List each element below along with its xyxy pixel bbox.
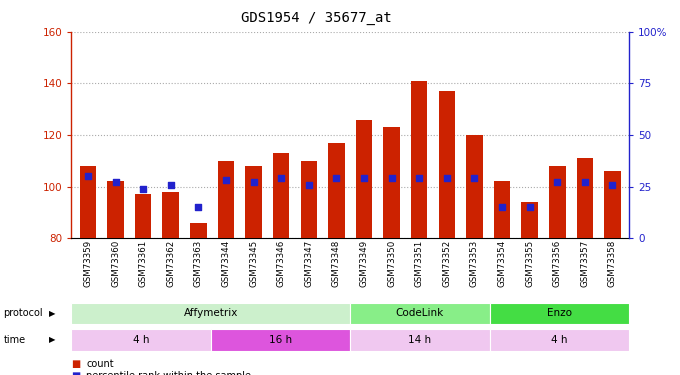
Point bbox=[276, 176, 287, 181]
Text: GSM73350: GSM73350 bbox=[387, 239, 396, 286]
Bar bbox=[356, 120, 372, 238]
Text: GSM73345: GSM73345 bbox=[249, 239, 258, 286]
Text: GSM73361: GSM73361 bbox=[139, 239, 148, 286]
Text: Enzo: Enzo bbox=[547, 309, 572, 318]
Text: GSM73353: GSM73353 bbox=[470, 239, 479, 286]
Text: GSM73351: GSM73351 bbox=[415, 239, 424, 286]
Bar bbox=[211, 329, 350, 351]
Bar bbox=[411, 81, 428, 238]
Bar bbox=[604, 171, 621, 238]
Text: GDS1954 / 35677_at: GDS1954 / 35677_at bbox=[241, 11, 392, 25]
Bar bbox=[439, 91, 455, 238]
Text: ■: ■ bbox=[71, 359, 81, 369]
Text: GSM73348: GSM73348 bbox=[332, 239, 341, 286]
Point bbox=[248, 180, 259, 186]
Point bbox=[441, 176, 452, 181]
Text: 16 h: 16 h bbox=[269, 335, 292, 345]
Point bbox=[469, 176, 480, 181]
Text: 14 h: 14 h bbox=[408, 335, 432, 345]
Bar bbox=[328, 143, 345, 238]
Bar bbox=[350, 303, 490, 324]
Text: CodeLink: CodeLink bbox=[396, 309, 444, 318]
Bar bbox=[135, 194, 152, 238]
Point bbox=[303, 182, 314, 188]
Text: GSM73363: GSM73363 bbox=[194, 239, 203, 286]
Bar bbox=[549, 166, 566, 238]
Text: ▶: ▶ bbox=[49, 309, 56, 318]
Bar bbox=[490, 303, 629, 324]
Text: GSM73352: GSM73352 bbox=[442, 239, 452, 286]
Text: percentile rank within the sample: percentile rank within the sample bbox=[86, 371, 252, 375]
Point bbox=[551, 180, 562, 186]
Point bbox=[607, 182, 618, 188]
Text: protocol: protocol bbox=[3, 309, 43, 318]
Point bbox=[193, 204, 204, 210]
Point bbox=[165, 182, 176, 188]
Text: ■: ■ bbox=[71, 371, 81, 375]
Point bbox=[386, 176, 397, 181]
Text: GSM73358: GSM73358 bbox=[608, 239, 617, 286]
Text: 4 h: 4 h bbox=[551, 335, 568, 345]
Text: GSM73347: GSM73347 bbox=[304, 239, 313, 286]
Text: Affymetrix: Affymetrix bbox=[184, 309, 238, 318]
Bar bbox=[190, 223, 207, 238]
Text: GSM73360: GSM73360 bbox=[111, 239, 120, 286]
Bar bbox=[384, 127, 400, 238]
Bar bbox=[466, 135, 483, 238]
Bar bbox=[163, 192, 179, 238]
Text: GSM73346: GSM73346 bbox=[277, 239, 286, 286]
Point bbox=[220, 177, 231, 183]
Point bbox=[413, 176, 424, 181]
Point bbox=[496, 204, 507, 210]
Point bbox=[524, 204, 535, 210]
Text: count: count bbox=[86, 359, 114, 369]
Bar bbox=[71, 303, 350, 324]
Text: GSM73359: GSM73359 bbox=[84, 239, 92, 286]
Text: GSM73349: GSM73349 bbox=[360, 239, 369, 286]
Point bbox=[110, 180, 121, 186]
Bar bbox=[71, 329, 211, 351]
Text: time: time bbox=[3, 335, 26, 345]
Bar bbox=[80, 166, 97, 238]
Bar bbox=[490, 329, 629, 351]
Text: GSM73355: GSM73355 bbox=[525, 239, 534, 286]
Text: ▶: ▶ bbox=[49, 335, 56, 344]
Bar bbox=[245, 166, 262, 238]
Point bbox=[579, 180, 590, 186]
Bar bbox=[218, 161, 235, 238]
Text: GSM73344: GSM73344 bbox=[222, 239, 231, 286]
Point bbox=[138, 186, 149, 192]
Text: GSM73356: GSM73356 bbox=[553, 239, 562, 286]
Bar bbox=[273, 153, 290, 238]
Bar bbox=[301, 161, 317, 238]
Text: GSM73362: GSM73362 bbox=[167, 239, 175, 286]
Bar bbox=[577, 158, 593, 238]
Text: GSM73357: GSM73357 bbox=[580, 239, 590, 286]
Bar bbox=[107, 182, 124, 238]
Bar bbox=[350, 329, 490, 351]
Text: GSM73354: GSM73354 bbox=[498, 239, 507, 286]
Bar bbox=[522, 202, 538, 238]
Point bbox=[331, 176, 342, 181]
Bar bbox=[494, 182, 510, 238]
Text: 4 h: 4 h bbox=[133, 335, 150, 345]
Point bbox=[82, 173, 93, 179]
Point bbox=[358, 176, 369, 181]
